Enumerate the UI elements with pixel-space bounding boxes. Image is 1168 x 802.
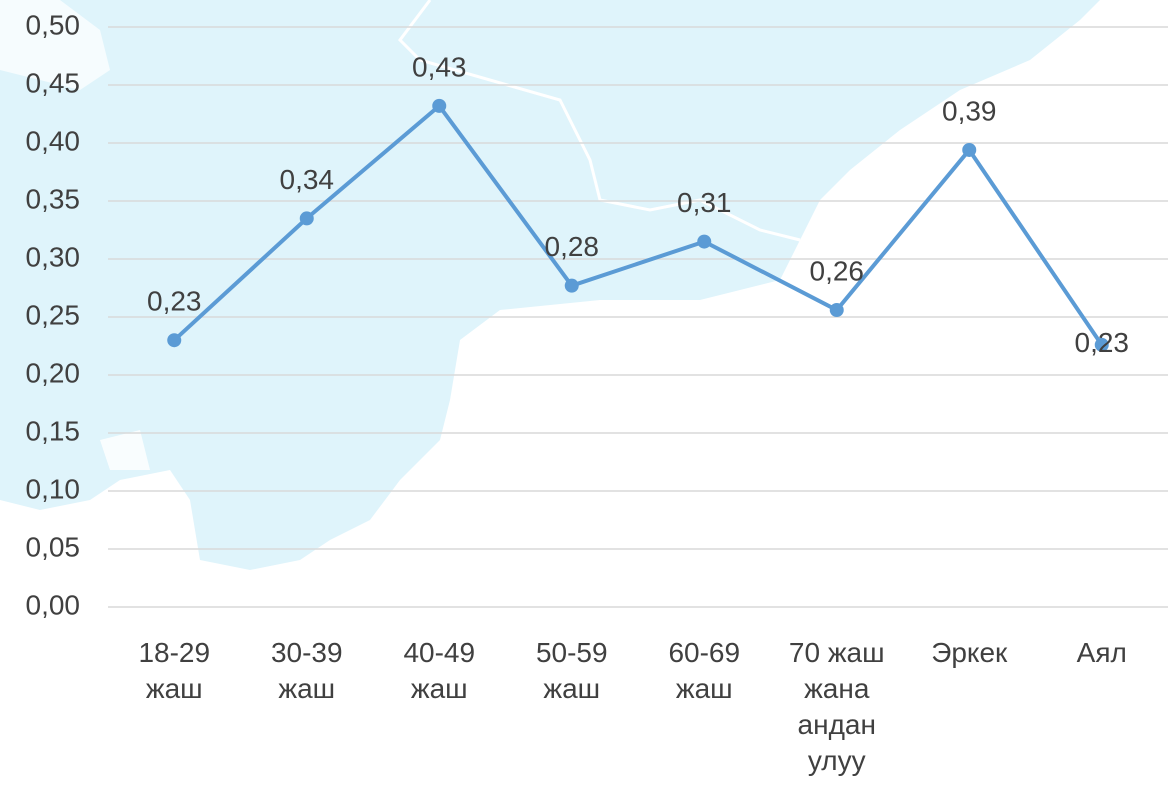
data-label: 0,34 [280,164,335,195]
y-tick-label: 0,20 [26,357,81,388]
x-tick-label: Эркек [931,637,1008,668]
data-label: 0,43 [412,51,467,82]
data-label: 0,39 [942,95,997,126]
point [962,142,977,157]
x-tick-label: 40-49 жаш [403,637,475,704]
y-tick-label: 0,35 [26,183,81,214]
point [167,333,182,348]
y-tick-label: 0,50 [26,9,81,40]
x-tick-label: 30-39 жаш [271,637,343,704]
data-label: 0,31 [677,187,732,218]
point [432,98,447,113]
y-tick-label: 0,30 [26,241,81,272]
y-tick-label: 0,00 [26,589,81,620]
point [1094,337,1109,352]
y-tick-label: 0,45 [26,67,81,98]
point [299,211,314,226]
x-tick-label: 60-69 жаш [668,637,740,704]
point [829,303,844,318]
data-label: 0,23 [147,286,202,317]
y-tick-label: 0,15 [26,415,81,446]
x-tick-label: Аял [1077,637,1127,668]
point [697,234,712,249]
line [172,103,1104,346]
data-label: 0,23 [1075,327,1130,358]
data-label: 0,26 [810,255,865,286]
y-tick-label: 0,10 [26,473,81,504]
y-tick-label: 0,25 [26,299,81,330]
y-tick-label: 0,40 [26,125,81,156]
point [564,278,579,293]
data-label: 0,28 [545,231,600,262]
x-tick-label: 70 жаш жана андан улуу [789,637,885,776]
y-tick-label: 0,05 [26,531,81,562]
x-tick-label: 18-29 жаш [138,637,210,704]
x-tick-label: 50-59 жаш [536,637,608,704]
